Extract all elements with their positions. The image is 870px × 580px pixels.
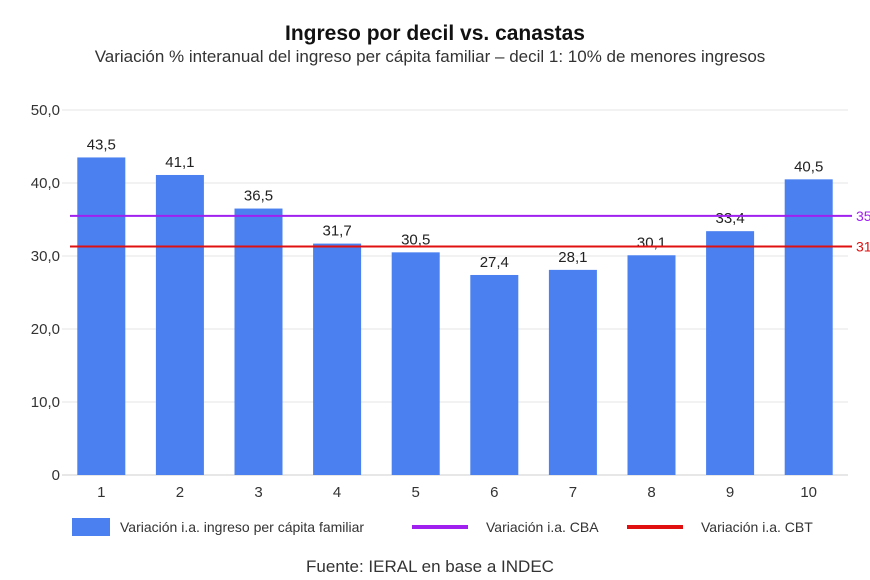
reference-line-label: 31 bbox=[856, 239, 870, 255]
bar bbox=[313, 243, 362, 475]
chart-legend: Variación i.a. ingreso per cápita famili… bbox=[0, 515, 870, 539]
x-tick-label: 3 bbox=[254, 484, 262, 501]
legend-swatch-cbt bbox=[627, 525, 683, 529]
y-tick-label: 10,0 bbox=[31, 394, 60, 411]
bar bbox=[391, 252, 440, 475]
legend-swatch-cba bbox=[412, 525, 468, 529]
legend-label-income: Variación i.a. ingreso per cápita famili… bbox=[120, 519, 365, 535]
x-tick-label: 6 bbox=[490, 484, 498, 501]
bar bbox=[234, 208, 283, 476]
bar bbox=[77, 157, 126, 475]
y-tick-label: 30,0 bbox=[31, 248, 60, 265]
data-label: 27,4 bbox=[480, 254, 509, 271]
legend-item-cbt: Variación i.a. CBT bbox=[627, 515, 813, 539]
chart-title: Ingreso por decil vs. canastas bbox=[285, 22, 585, 45]
y-tick-label: 50,0 bbox=[31, 102, 60, 119]
x-tick-label: 10 bbox=[800, 484, 817, 501]
data-label: 28,1 bbox=[558, 249, 587, 266]
legend-label-cbt: Variación i.a. CBT bbox=[701, 519, 813, 535]
data-label: 40,5 bbox=[794, 158, 823, 175]
bar bbox=[627, 255, 676, 475]
bar bbox=[548, 269, 597, 475]
reference-line-label: 35 bbox=[856, 208, 870, 224]
legend-label-cba: Variación i.a. CBA bbox=[486, 519, 599, 535]
x-tick-label: 9 bbox=[726, 484, 734, 501]
bar bbox=[706, 231, 755, 475]
bar bbox=[155, 174, 204, 475]
data-label: 36,5 bbox=[244, 188, 273, 205]
bar bbox=[470, 274, 519, 475]
bar bbox=[784, 179, 833, 475]
x-tick-label: 2 bbox=[176, 484, 184, 501]
x-tick-label: 1 bbox=[97, 484, 105, 501]
data-label: 31,7 bbox=[322, 223, 351, 240]
x-tick-label: 7 bbox=[569, 484, 577, 501]
x-tick-label: 4 bbox=[333, 484, 341, 501]
y-tick-label: 40,0 bbox=[31, 175, 60, 192]
data-label: 30,1 bbox=[637, 234, 666, 251]
legend-swatch-income bbox=[72, 518, 110, 536]
bar-chart: 0 10,0 20,0 30,0 40,0 50,0 43,5 41,1 36,5 31,7 30… bbox=[31, 102, 870, 501]
data-label: 30,5 bbox=[401, 231, 430, 248]
chart-subtitle: Variación % interanual del ingreso per c… bbox=[94, 47, 766, 66]
x-tick-label: 5 bbox=[412, 484, 420, 501]
chart-source: Fuente: IERAL en base a INDEC bbox=[306, 557, 554, 576]
legend-item-income: Variación i.a. ingreso per cápita famili… bbox=[72, 515, 364, 539]
y-tick-label: 0 bbox=[52, 467, 60, 484]
data-label: 33,4 bbox=[715, 210, 744, 227]
y-tick-label: 20,0 bbox=[31, 321, 60, 338]
data-label: 41,1 bbox=[165, 154, 194, 171]
legend-item-cba: Variación i.a. CBA bbox=[412, 515, 599, 539]
data-label: 43,5 bbox=[87, 136, 116, 153]
x-tick-label: 8 bbox=[647, 484, 655, 501]
